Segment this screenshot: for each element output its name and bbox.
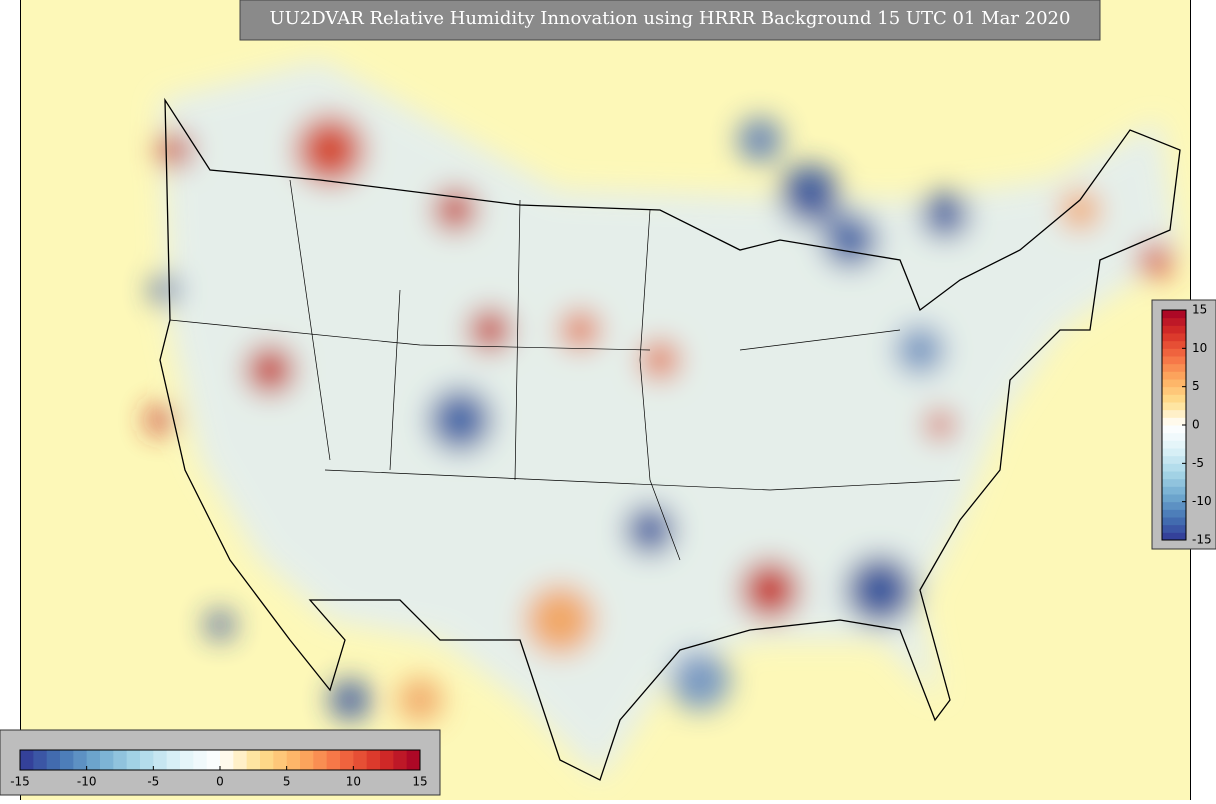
colorbar-tick-label: 5: [283, 775, 291, 789]
colorbar-swatch: [353, 750, 368, 770]
colorbar-swatch: [220, 750, 234, 770]
colorbar-tick-label: 0: [1192, 418, 1200, 432]
colorbar-swatch: [1162, 471, 1186, 480]
colorbar-swatch: [1162, 340, 1186, 349]
colorbar-swatch: [73, 750, 88, 770]
colorbar-swatch: [340, 750, 354, 770]
colorbar-swatch: [273, 750, 288, 770]
colorbar-swatch: [260, 750, 274, 770]
colorbar-swatch: [1162, 409, 1186, 418]
colorbar-swatch: [113, 750, 128, 770]
colorbar-swatch: [60, 750, 74, 770]
colorbar-swatch: [1162, 325, 1186, 334]
colorbar-swatch: [166, 750, 181, 770]
colorbar-swatch: [286, 750, 301, 770]
colorbar-swatch: [1162, 455, 1186, 464]
colorbar-swatch: [153, 750, 168, 770]
colorbar-swatch: [300, 750, 314, 770]
colorbar-swatch: [313, 750, 328, 770]
colorbar-swatch: [1162, 356, 1186, 365]
colorbar-tick-label: 15: [1192, 303, 1207, 317]
colorbar-swatch: [20, 750, 34, 770]
colorbar-swatch: [1162, 333, 1186, 342]
colorbar-swatch: [1162, 310, 1186, 319]
colorbar-tick-label: 15: [412, 775, 427, 789]
state-borders: [169, 179, 961, 561]
map-title: UU2DVAR Relative Humidity Innovation usi…: [270, 8, 1071, 29]
colorbar-swatch: [1162, 386, 1186, 395]
coastline: [159, 97, 1181, 781]
colorbar-swatch: [380, 750, 394, 770]
colorbar-swatch: [1162, 517, 1186, 526]
colorbar-swatch: [1162, 432, 1186, 441]
colorbar-tick-label: -15: [10, 775, 30, 789]
colorbar-swatch: [1162, 402, 1186, 411]
colorbar-swatch: [1162, 524, 1186, 533]
humidity-field: [146, 60, 1180, 780]
colorbar-swatch: [1162, 371, 1186, 380]
colorbar-swatch: [206, 750, 221, 770]
colorbar-tick-label: 10: [1192, 341, 1207, 355]
colorbar-tick-label: -5: [147, 775, 159, 789]
colorbar-swatch: [1162, 317, 1186, 326]
colorbar-swatch: [1162, 448, 1186, 457]
colorbar-swatch: [46, 750, 61, 770]
colorbar-tick-label: -10: [1192, 494, 1212, 508]
colorbar-swatch: [246, 750, 261, 770]
colorbar-swatch: [1162, 501, 1186, 510]
colorbar-tick-label: -5: [1192, 456, 1204, 470]
colorbar-swatch: [1162, 532, 1186, 541]
colorbar-swatch: [100, 750, 114, 770]
colorbars: -15 -15 -10 -10 -5 -5 0 0 5 5 10 10 15 15: [10, 303, 1211, 789]
colorbar-swatch: [1162, 379, 1186, 388]
colorbar-tick-label: 10: [346, 775, 361, 789]
colorbar-swatch: [1162, 509, 1186, 518]
colorbar-swatch: [1162, 394, 1186, 403]
colorbar-swatch: [1162, 348, 1186, 357]
colorbar-swatch: [393, 750, 408, 770]
map-area: [20, 0, 1190, 800]
colorbar-swatch: [33, 750, 48, 770]
colorbar-tick-label: -10: [77, 775, 97, 789]
colorbar-swatch: [326, 750, 341, 770]
colorbar-tick-label: 5: [1192, 379, 1200, 393]
colorbar-swatch: [1162, 463, 1186, 472]
colorbar-tick-label: 0: [216, 775, 224, 789]
map-frame: [20, 0, 21, 800]
colorbar-swatch: [1162, 363, 1186, 372]
colorbar-swatch: [193, 750, 208, 770]
colorbar-swatch: [233, 750, 248, 770]
colorbar-swatch: [1162, 440, 1186, 449]
colorbar-swatch: [1162, 425, 1186, 434]
colorbar-swatch: [406, 750, 421, 770]
colorbar-swatch: [180, 750, 194, 770]
colorbar-tick-label: -15: [1192, 533, 1212, 547]
colorbar-swatch: [86, 750, 101, 770]
title-box: [239, 0, 1101, 41]
colorbar-swatch: [126, 750, 141, 770]
colorbar-swatch: [140, 750, 154, 770]
colorbar-swatch: [366, 750, 381, 770]
colorbar-swatch: [1162, 478, 1186, 487]
colorbar-swatch: [1162, 417, 1186, 426]
colorbar-swatch: [1162, 494, 1186, 503]
colorbar-swatch: [1162, 486, 1186, 495]
